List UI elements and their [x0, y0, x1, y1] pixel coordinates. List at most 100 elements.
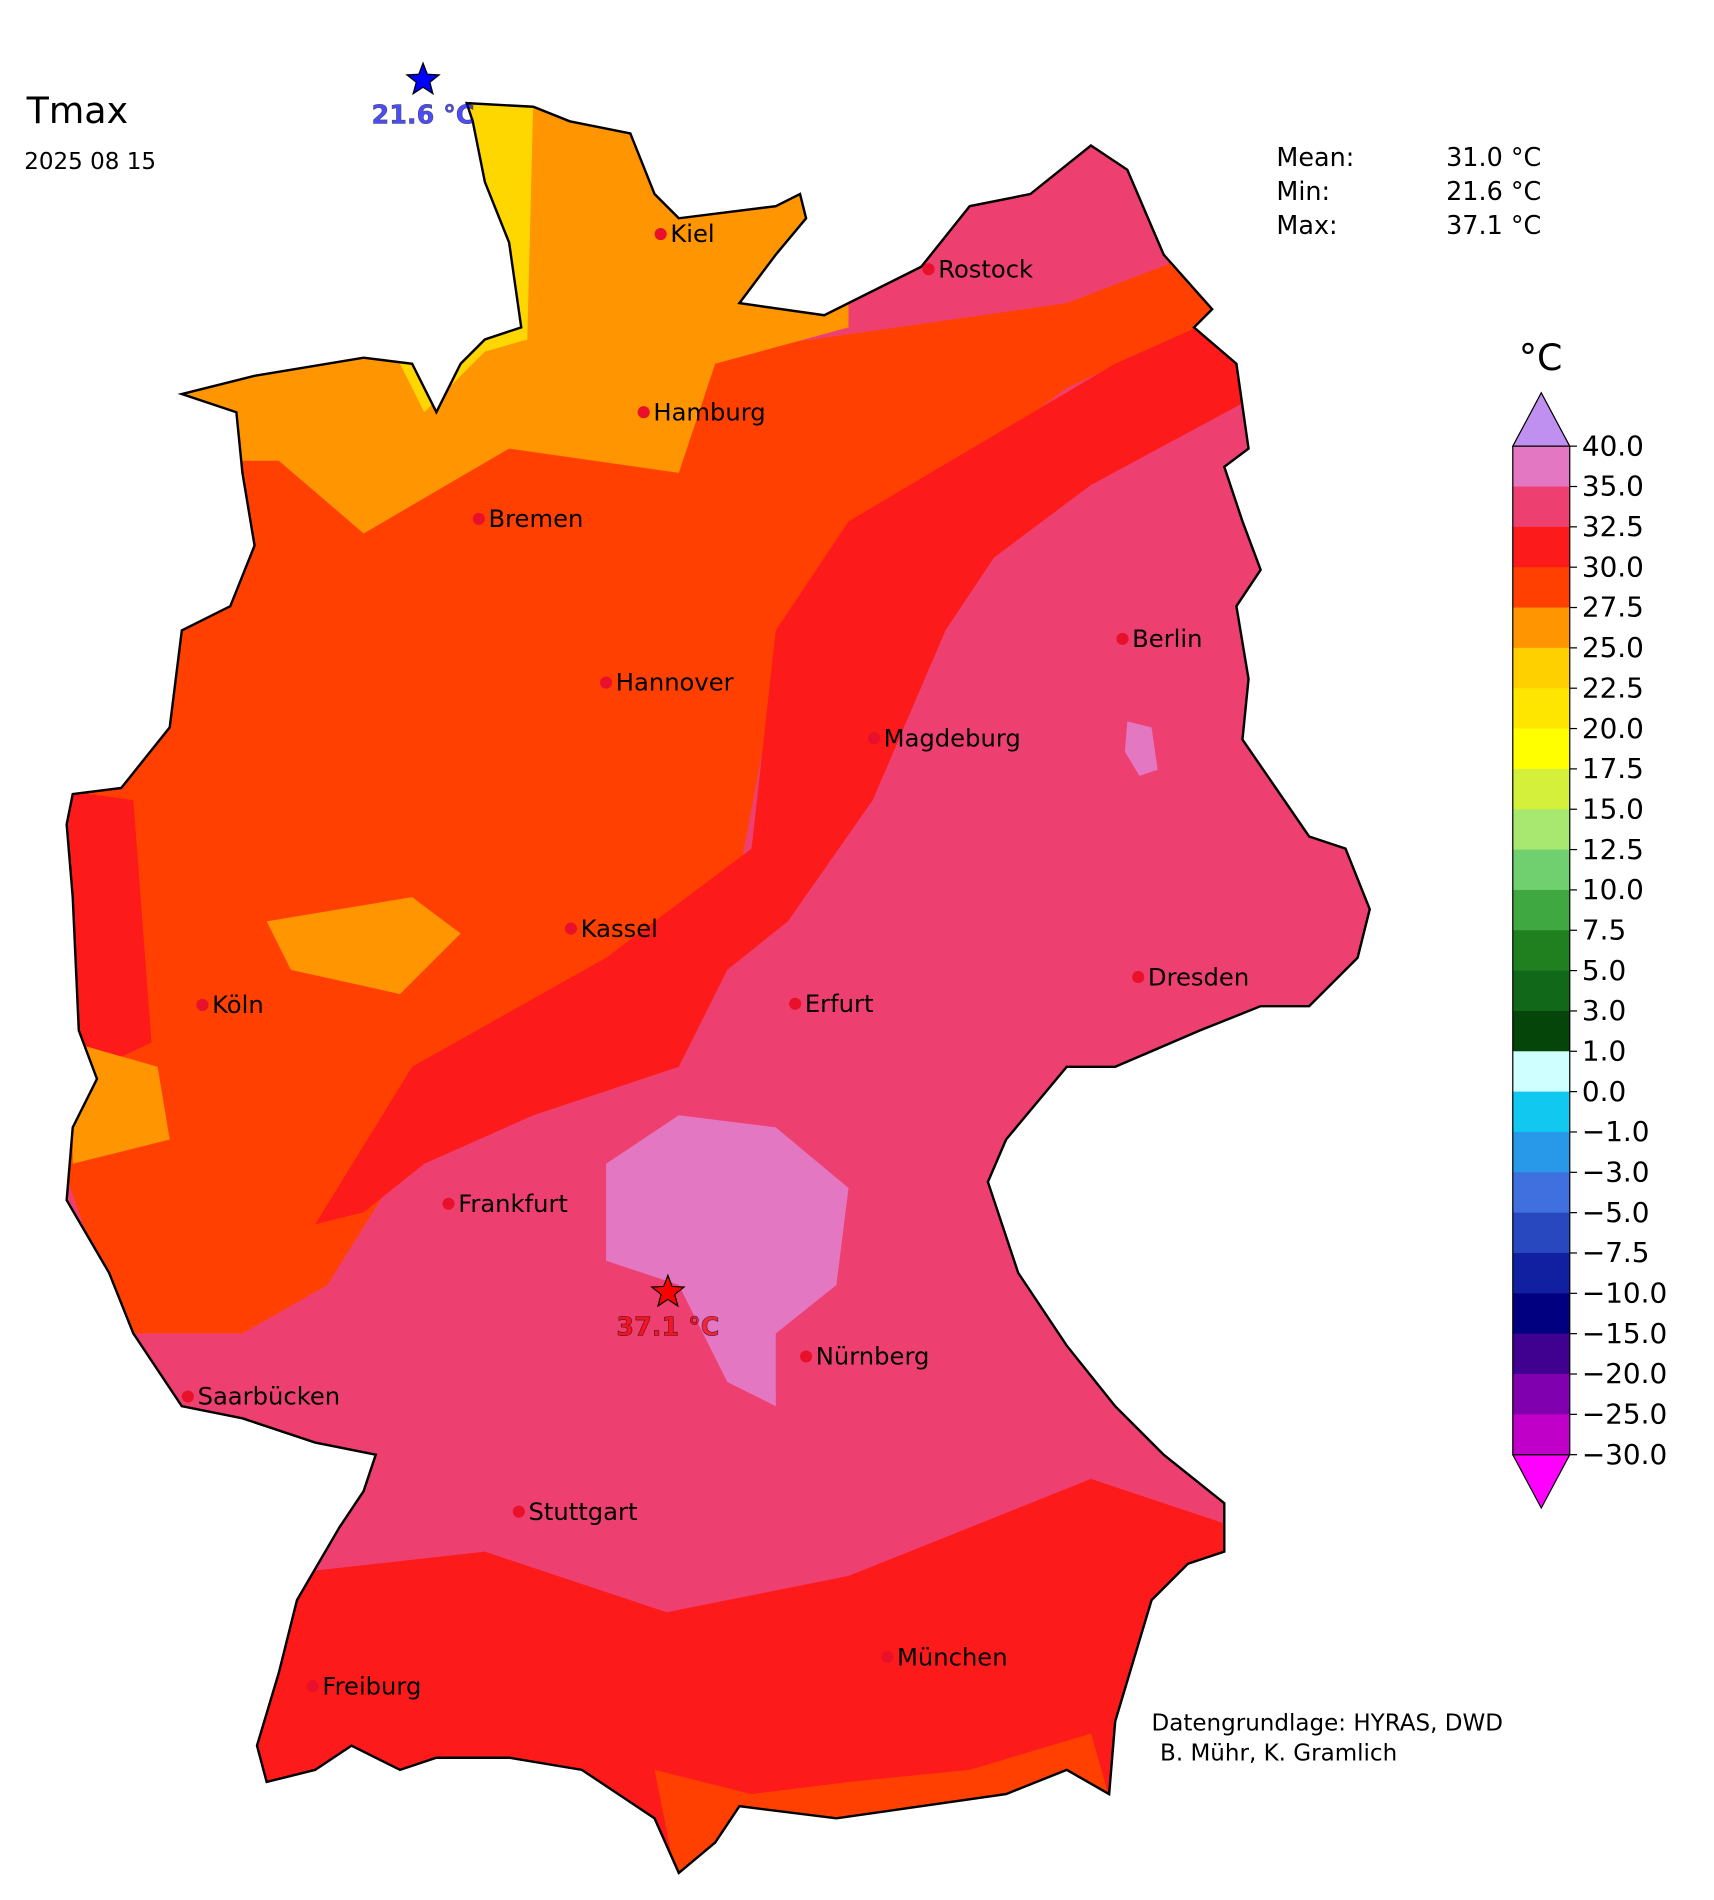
city-label: Erfurt — [805, 989, 874, 1018]
title: Tmax — [26, 89, 128, 132]
colorbar-segment — [1512, 1212, 1570, 1254]
city-label: Saarbücken — [198, 1382, 341, 1411]
city-dot — [800, 1350, 813, 1363]
city-dot — [512, 1505, 525, 1518]
colorbar-segment — [1512, 889, 1570, 931]
colorbar-tick-label: 35.0 — [1582, 470, 1644, 503]
city-label: Hannover — [616, 668, 734, 697]
colorbar-tick-label: 3.0 — [1582, 994, 1626, 1027]
colorbar-segment — [1512, 1051, 1570, 1093]
stat-value: 37.1 °C — [1446, 211, 1541, 241]
colorbar-tick-label: −20.0 — [1582, 1357, 1667, 1390]
city-dot — [922, 263, 935, 276]
colorbar-segment — [1512, 607, 1570, 649]
colorbar-tick-label: 5.0 — [1582, 954, 1626, 987]
colorbar-segment — [1512, 1172, 1570, 1214]
colorbar-segment — [1512, 1091, 1570, 1133]
stat-label: Mean: — [1276, 143, 1354, 173]
marker-label: 21.6 °C — [372, 100, 475, 130]
colorbar-extension — [1511, 391, 1571, 447]
colorbar-tick-label: −10.0 — [1582, 1277, 1667, 1310]
city-dot — [196, 998, 209, 1012]
colorbar-tick-label: −5.0 — [1582, 1196, 1650, 1229]
colorbar-tick-label: 32.5 — [1582, 510, 1644, 543]
city-dot — [637, 406, 650, 419]
colorbar-tick-label: 0.0 — [1582, 1075, 1626, 1108]
marker-label: 37.1 °C — [616, 1313, 719, 1343]
city-label: München — [897, 1642, 1008, 1671]
colorbar-tick-label: −30.0 — [1582, 1438, 1667, 1471]
colorbar-segment — [1512, 486, 1570, 528]
city-label: Hamburg — [653, 397, 765, 426]
colorbar-segment — [1512, 1374, 1570, 1415]
credit: Datengrundlage: HYRAS, DWD — [1152, 1710, 1503, 1736]
city-dot — [1132, 971, 1145, 984]
city-label: Kiel — [670, 219, 714, 248]
colorbar-tick-label: 1.0 — [1582, 1034, 1626, 1067]
colorbar-tick-label: −1.0 — [1582, 1115, 1650, 1148]
stat-value: 21.6 °C — [1446, 177, 1541, 207]
colorbar-segment — [1512, 930, 1570, 972]
city-label: Rostock — [938, 254, 1033, 283]
colorbar-segment — [1512, 1333, 1570, 1375]
colorbar-tick-label: 30.0 — [1582, 550, 1644, 583]
colorbar-tick-label: 17.5 — [1582, 752, 1644, 785]
city-dot — [789, 997, 802, 1010]
colorbar-tick-label: 10.0 — [1582, 873, 1644, 906]
date: 2025 08 15 — [24, 149, 156, 175]
colorbar-segment — [1512, 849, 1570, 891]
colorbar-segment — [1512, 768, 1570, 810]
colorbar-segment — [1512, 1293, 1570, 1335]
city-label: Stuttgart — [529, 1497, 638, 1526]
colorbar-tick-label: 20.0 — [1582, 712, 1644, 745]
country-border — [65, 101, 1372, 1875]
colorbar-tick-label: 22.5 — [1582, 671, 1644, 704]
colorbar-tick-label: 40.0 — [1582, 429, 1644, 462]
city-label: Köln — [212, 990, 264, 1019]
colorbar-extension — [1511, 1454, 1571, 1510]
city-label: Magdeburg — [884, 724, 1021, 753]
stat-label: Min: — [1276, 177, 1330, 207]
city-dot — [306, 1680, 319, 1693]
colorbar-segment — [1512, 809, 1570, 851]
colorbar-tick-label: −15.0 — [1582, 1317, 1667, 1350]
city-dot — [881, 1651, 894, 1664]
city-dot — [564, 922, 577, 935]
city-label: Frankfurt — [458, 1189, 568, 1218]
city-label: Nürnberg — [816, 1342, 930, 1371]
colorbar-segment — [1512, 728, 1570, 770]
colorbar-segment — [1512, 1252, 1570, 1294]
colorbar-tick-label: 25.0 — [1582, 631, 1644, 664]
city-dot — [181, 1390, 194, 1403]
colorbar-tick-label: 7.5 — [1582, 913, 1626, 946]
colorbar-frame — [1512, 445, 1571, 1456]
stat-label: Max: — [1276, 211, 1337, 241]
colorbar-segment — [1512, 688, 1570, 730]
marker-star — [650, 1273, 686, 1308]
city-label: Bremen — [489, 504, 584, 533]
colorbar-tick-label: 27.5 — [1582, 591, 1644, 624]
city-dot — [654, 227, 667, 241]
colorbar-tick-label: 15.0 — [1582, 792, 1644, 825]
colorbar-tick-label: 12.5 — [1582, 833, 1644, 866]
city-dot — [442, 1197, 455, 1210]
colorbar-tick-label: −7.5 — [1582, 1236, 1650, 1269]
city-label: Dresden — [1148, 962, 1249, 991]
colorbar-segment — [1512, 446, 1570, 488]
colorbar-segment — [1512, 1010, 1570, 1052]
city-label: Kassel — [581, 914, 658, 943]
colorbar-tick-label: −3.0 — [1582, 1156, 1650, 1189]
colorbar-segment — [1512, 1131, 1570, 1173]
marker-star — [405, 61, 441, 96]
colorbar-segment — [1512, 526, 1570, 568]
credit: B. Mühr, K. Gramlich — [1160, 1741, 1397, 1767]
colorbar-segment — [1512, 567, 1570, 609]
city-dot — [472, 512, 485, 525]
colorbar-tick-label: −25.0 — [1582, 1398, 1667, 1431]
city-dot — [600, 676, 613, 689]
colorbar-segment — [1512, 970, 1570, 1012]
city-dot — [1116, 632, 1129, 645]
colorbar-segment — [1512, 647, 1570, 689]
